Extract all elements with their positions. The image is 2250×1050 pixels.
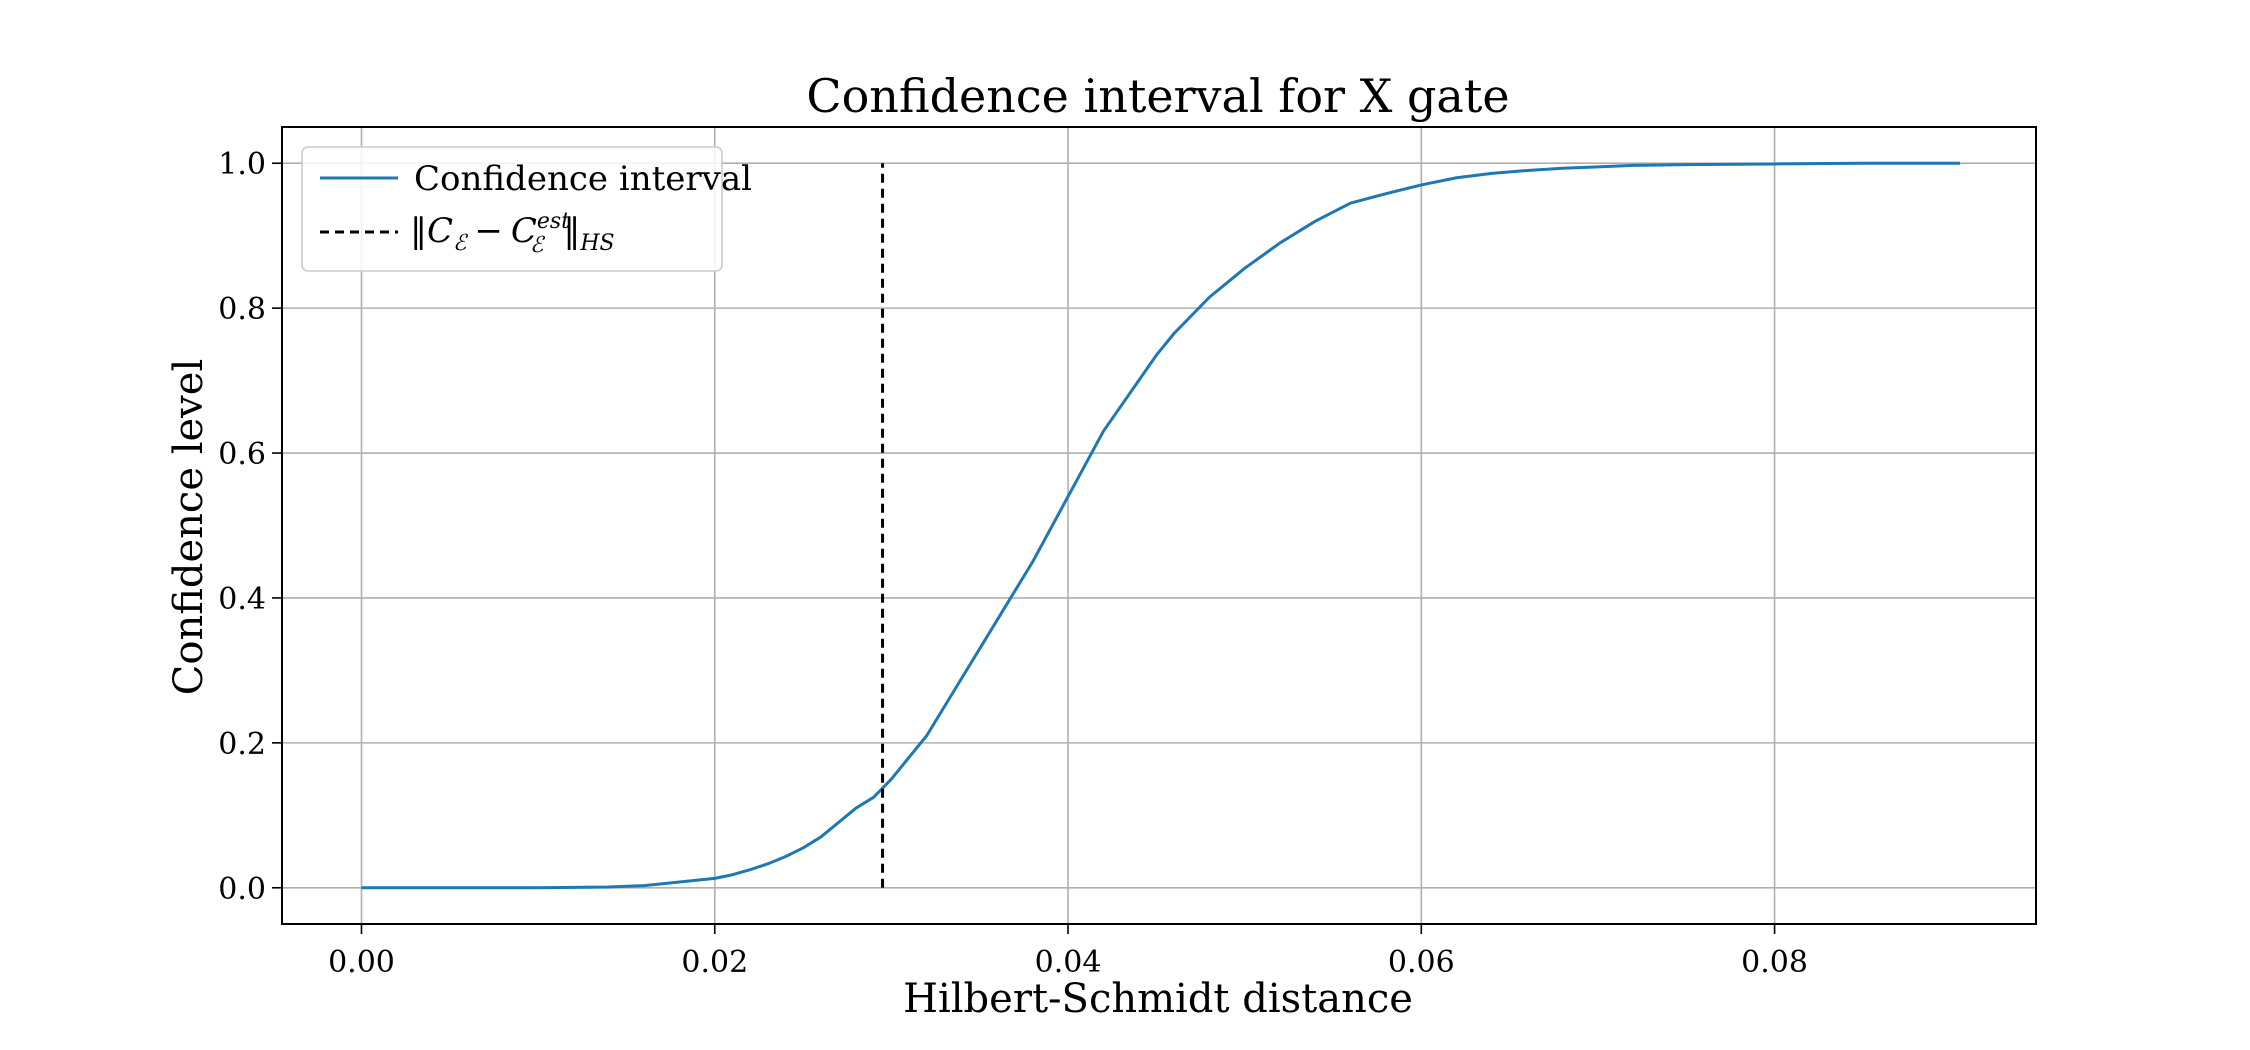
y-tick-label: 0.0 (218, 872, 266, 907)
chart-title: Confidence interval for X gate (806, 69, 1509, 123)
series-lines (361, 161, 1961, 890)
x-tick-label: 0.00 (328, 945, 395, 980)
legend-label-confidence: Confidence interval (414, 159, 752, 199)
y-tick-label: 0.6 (218, 437, 266, 472)
plot-frame (281, 126, 2037, 925)
x-tick-label: 0.06 (1388, 945, 1455, 980)
y-axis-label: Confidence level (166, 359, 212, 695)
x-tick-label: 0.02 (681, 945, 748, 980)
legend-sub2: ℰ (530, 233, 546, 258)
series-line-confidence-interval (361, 161, 1961, 890)
x-tick-label: 0.04 (1035, 945, 1102, 980)
y-tick-label: 0.4 (218, 582, 266, 617)
legend-sup: est (537, 209, 570, 234)
legend-c1: C (427, 211, 453, 251)
x-axis-label: Hilbert-Schmidt distance (903, 976, 1413, 1022)
x-tick-label: 0.08 (1741, 945, 1808, 980)
y-tick-label: 0.2 (218, 727, 266, 762)
legend-sub1: ℰ (453, 231, 469, 256)
legend-label-distance: ‖Cℰ − Cest ℰ ‖HS (410, 209, 615, 258)
y-tick-label: 1.0 (218, 147, 266, 182)
tick-labels: 0.00 0.02 0.04 0.06 0.08 0.0 0.2 0.4 0.6 0.8 1.0 (218, 147, 1808, 980)
y-tick-label: 0.8 (218, 292, 266, 327)
legend-c2: C (511, 211, 537, 251)
legend: Confidence interval ‖Cℰ − Cest ℰ ‖HS (301, 146, 752, 272)
legend-box (301, 146, 723, 272)
legend-norm-close: ‖ (563, 211, 580, 251)
legend-minus: − (474, 211, 503, 251)
legend-norm-open: ‖ (410, 211, 427, 251)
legend-hs: HS (579, 231, 614, 256)
